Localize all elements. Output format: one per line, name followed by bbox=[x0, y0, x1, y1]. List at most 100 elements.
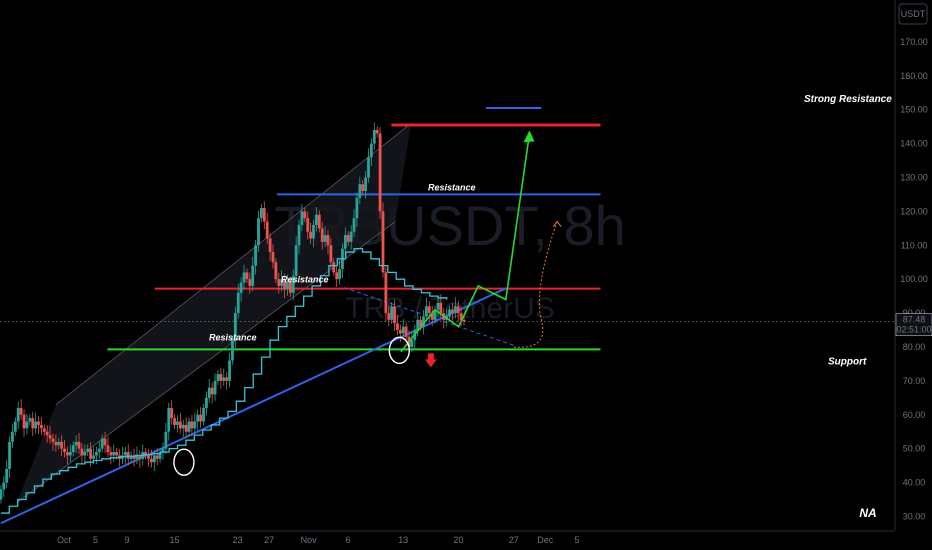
candle-body bbox=[462, 319, 466, 322]
time-axis[interactable]: Oct 5 9 15 23 27 Nov 6 13 20 27 Dec 5 bbox=[57, 535, 579, 545]
candle-body bbox=[265, 221, 269, 239]
candle-body bbox=[419, 319, 423, 327]
candle-body bbox=[176, 421, 179, 425]
price-tick-label: 90.00 bbox=[903, 308, 926, 318]
candle-body bbox=[349, 231, 353, 242]
time-tick-label: 5 bbox=[574, 535, 579, 545]
currency-badge[interactable] bbox=[898, 3, 928, 25]
price-axis[interactable]: 170.00 160.00 150.00 140.00 130.00 120.00 110.… bbox=[900, 37, 928, 522]
candle-body bbox=[283, 279, 286, 290]
candle-body bbox=[404, 326, 408, 337]
level-label: Resistance bbox=[281, 275, 329, 285]
price-tick-label: 30.00 bbox=[903, 511, 926, 521]
candle-body bbox=[262, 207, 266, 222]
time-tick-label: Nov bbox=[301, 535, 318, 545]
price-tick-label: 110.00 bbox=[901, 240, 928, 250]
candle-body bbox=[152, 455, 156, 463]
candle-body bbox=[28, 418, 32, 422]
candle-body bbox=[286, 282, 289, 290]
candle-body bbox=[150, 458, 153, 463]
candle-body bbox=[11, 431, 14, 442]
candle-body bbox=[213, 380, 217, 395]
candle-body bbox=[422, 316, 425, 327]
candle-body bbox=[367, 157, 370, 178]
time-tick-label: Dec bbox=[537, 535, 554, 545]
candle-body bbox=[306, 218, 310, 232]
candle-body bbox=[233, 313, 237, 341]
candle-body bbox=[439, 302, 443, 314]
candle-body bbox=[236, 292, 240, 314]
price-tick-label: 170.00 bbox=[900, 37, 928, 47]
candle-body bbox=[57, 441, 61, 446]
time-tick-label: 27 bbox=[264, 535, 274, 545]
candle-body bbox=[401, 326, 405, 334]
candle-body bbox=[280, 279, 284, 286]
candle-body bbox=[219, 374, 223, 381]
bullish-arrow-head bbox=[523, 130, 535, 143]
time-tick-label: 6 bbox=[346, 535, 351, 545]
candle-body bbox=[398, 330, 402, 334]
price-tick-label: 60.00 bbox=[903, 410, 926, 420]
candle-body bbox=[430, 313, 434, 320]
candle-body bbox=[369, 143, 373, 158]
alternative-projection-path bbox=[513, 221, 558, 348]
candle-body bbox=[51, 438, 55, 442]
time-tick-label: 15 bbox=[169, 535, 179, 545]
candle-body bbox=[89, 448, 93, 459]
candle-body bbox=[71, 445, 75, 453]
candle-body bbox=[343, 235, 347, 249]
candle-body bbox=[335, 272, 339, 280]
candle-body bbox=[372, 130, 376, 144]
candle-body bbox=[31, 418, 35, 429]
candle-body bbox=[274, 262, 278, 280]
alternative-arrow-head bbox=[552, 220, 562, 227]
candle-body bbox=[257, 218, 260, 246]
candle-body bbox=[294, 245, 298, 276]
candle-body bbox=[453, 306, 457, 314]
candle-body bbox=[68, 452, 72, 456]
candle-body bbox=[126, 452, 130, 459]
time-tick-label: 5 bbox=[93, 535, 98, 545]
time-tick-label: Oct bbox=[57, 535, 72, 545]
candle-body bbox=[456, 306, 460, 314]
candle-body bbox=[178, 421, 182, 429]
channel-fill bbox=[16, 123, 412, 503]
candle-body bbox=[451, 309, 454, 314]
time-tick-label: 20 bbox=[453, 535, 463, 545]
time-tick-label: 23 bbox=[233, 535, 243, 545]
candle-body bbox=[346, 235, 350, 242]
time-tick-label: 13 bbox=[398, 535, 408, 545]
candle-body bbox=[254, 245, 258, 266]
ascending-trendline bbox=[0, 287, 507, 525]
candle-body bbox=[459, 313, 463, 320]
candle-body bbox=[390, 306, 394, 320]
touch-circle bbox=[388, 336, 411, 365]
candle-body bbox=[393, 306, 396, 324]
candle-body bbox=[204, 397, 208, 408]
candle-body bbox=[63, 448, 66, 453]
candle-body bbox=[173, 418, 176, 425]
candle-body bbox=[54, 441, 58, 446]
candle-body bbox=[95, 452, 98, 456]
candle-body bbox=[5, 468, 9, 483]
projections bbox=[400, 130, 562, 368]
price-tick-label: 160.00 bbox=[900, 71, 928, 81]
candle-countdown: 02:51:00 bbox=[896, 325, 931, 335]
candle-body bbox=[396, 323, 399, 331]
candle-body bbox=[164, 431, 168, 449]
time-tick-label: 9 bbox=[125, 535, 130, 545]
level-label: Resistance bbox=[209, 332, 257, 342]
candle-body bbox=[106, 445, 110, 453]
candle-body bbox=[129, 455, 133, 459]
candle-body bbox=[2, 482, 6, 490]
candle-body bbox=[158, 452, 162, 459]
price-tick-label: 50.00 bbox=[903, 444, 926, 454]
candle-body bbox=[22, 414, 26, 429]
candle-body bbox=[147, 455, 150, 459]
candle-body bbox=[338, 269, 341, 280]
candle-body bbox=[352, 218, 356, 232]
level-label: Resistance bbox=[428, 182, 476, 192]
candle-body bbox=[155, 455, 159, 459]
candle-body bbox=[320, 228, 324, 242]
